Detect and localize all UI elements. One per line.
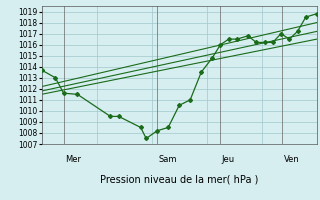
Text: Mer: Mer — [65, 155, 81, 164]
Text: Ven: Ven — [284, 155, 300, 164]
Text: Jeu: Jeu — [222, 155, 235, 164]
Text: Pression niveau de la mer( hPa ): Pression niveau de la mer( hPa ) — [100, 174, 258, 184]
Text: Sam: Sam — [159, 155, 177, 164]
